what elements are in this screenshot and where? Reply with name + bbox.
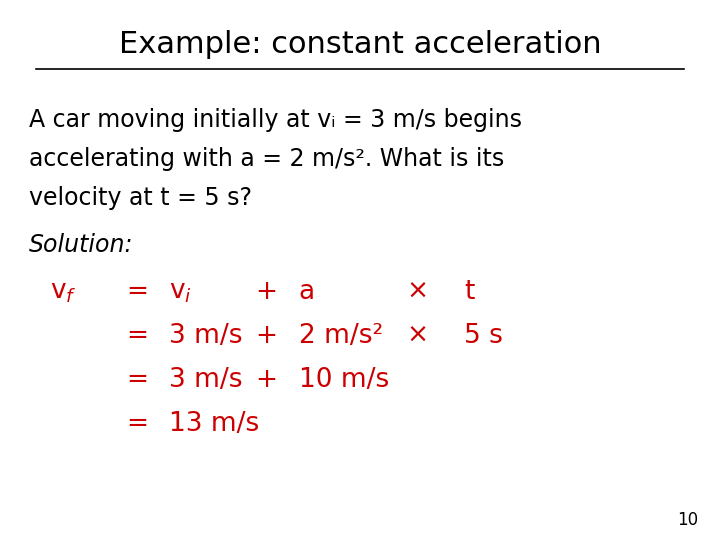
Text: t: t: [464, 279, 474, 305]
Text: velocity at t = 5 s?: velocity at t = 5 s?: [29, 186, 252, 210]
Text: 10 m/s: 10 m/s: [299, 367, 389, 393]
Text: ×: ×: [407, 279, 429, 305]
Text: +: +: [256, 279, 278, 305]
Text: =: =: [126, 279, 148, 305]
Text: ×: ×: [407, 323, 429, 349]
Text: Example: constant acceleration: Example: constant acceleration: [119, 30, 601, 59]
Text: accelerating with a = 2 m/s². What is its: accelerating with a = 2 m/s². What is it…: [29, 147, 504, 171]
Text: =: =: [126, 323, 148, 349]
Text: =: =: [126, 367, 148, 393]
Text: 10: 10: [678, 511, 698, 529]
Text: a: a: [299, 279, 315, 305]
Text: 5 s: 5 s: [464, 323, 503, 349]
Text: v$_i$: v$_i$: [169, 279, 192, 305]
Text: +: +: [256, 367, 278, 393]
Text: 2 m/s²: 2 m/s²: [299, 323, 383, 349]
Text: 3 m/s: 3 m/s: [169, 367, 243, 393]
Text: Solution:: Solution:: [29, 233, 133, 256]
Text: 3 m/s: 3 m/s: [169, 323, 243, 349]
Text: =: =: [126, 411, 148, 437]
Text: 13 m/s: 13 m/s: [169, 411, 259, 437]
Text: +: +: [256, 323, 278, 349]
Text: v$_f$: v$_f$: [50, 279, 77, 305]
Text: A car moving initially at vᵢ = 3 m/s begins: A car moving initially at vᵢ = 3 m/s beg…: [29, 108, 522, 132]
